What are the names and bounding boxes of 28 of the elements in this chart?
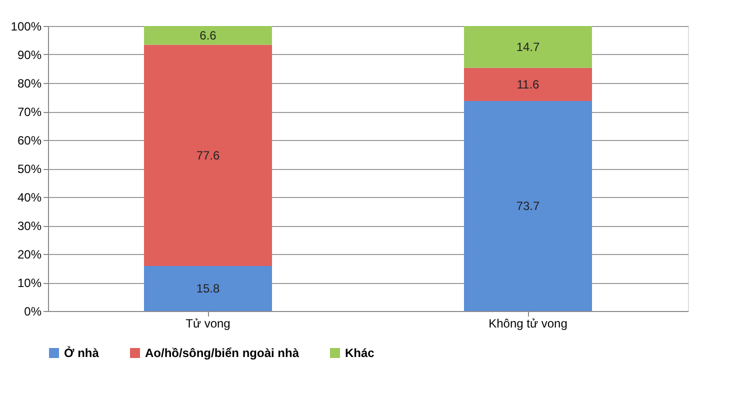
bar: [144, 44, 272, 266]
y-tick-label: 60%: [17, 134, 42, 148]
y-tick-label: 80%: [17, 76, 42, 90]
x-tick-label: Không tử vong: [488, 316, 568, 330]
legend-label: Khác: [345, 346, 375, 360]
bar: [464, 68, 592, 101]
y-tick-label: 0%: [24, 304, 42, 318]
legend-label: Ao/hồ/sông/biển ngoài nhà: [145, 346, 300, 360]
data-label: 14.7: [516, 40, 540, 54]
bar: [464, 100, 592, 311]
data-label: 11.6: [516, 77, 540, 92]
y-tick-label: 10%: [17, 276, 42, 290]
y-tick-label: 70%: [17, 105, 42, 119]
bar: [464, 26, 592, 68]
y-tick-label: 100%: [10, 20, 42, 34]
y-tick-label: 90%: [17, 48, 42, 62]
data-label: 73.7: [516, 198, 540, 213]
x-tick-label: Tử vong: [186, 316, 230, 330]
y-tick-label: 30%: [17, 219, 42, 233]
y-tick-label: 50%: [17, 162, 42, 176]
data-label: 15.8: [196, 281, 220, 296]
legend-label: Ở nhà: [64, 346, 100, 360]
y-tick-label: 20%: [17, 248, 42, 262]
bar: [144, 26, 272, 45]
y-tick-label: 40%: [17, 190, 42, 204]
data-label: 6.6: [200, 28, 217, 42]
data-label: 77.6: [196, 148, 220, 162]
bar: [144, 266, 272, 311]
